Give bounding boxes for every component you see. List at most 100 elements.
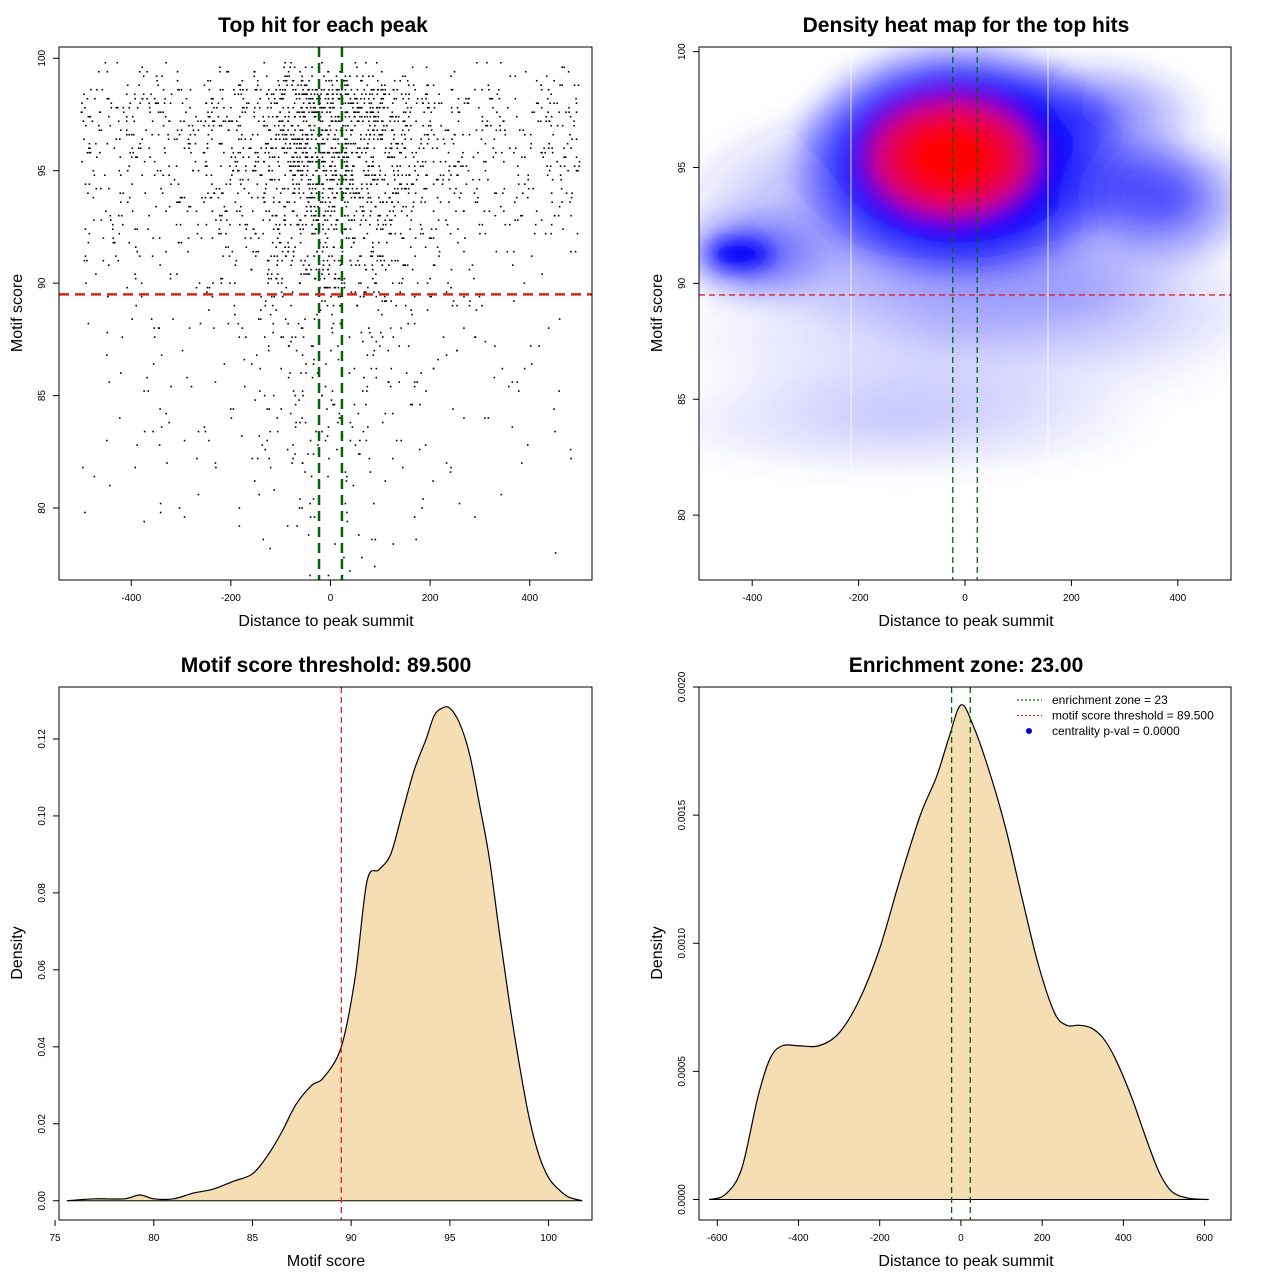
scatter-point (245, 228, 248, 230)
scatter-point (362, 340, 364, 343)
scatter-point (311, 187, 314, 190)
scatter-point (150, 93, 152, 96)
scatter-point (298, 147, 300, 150)
scatter-point (353, 367, 356, 370)
scatter-point (439, 160, 442, 163)
scatter-point (449, 187, 451, 190)
scatter-point (403, 120, 406, 123)
y-tick-label: 85 (677, 393, 688, 405)
scatter-point (330, 210, 333, 212)
scatter-point (252, 250, 255, 253)
scatter-point (305, 223, 307, 226)
scatter-point (577, 169, 579, 172)
scatter-point (168, 421, 170, 424)
scatter-point (258, 390, 261, 392)
scatter-point (375, 120, 377, 123)
scatter-point (340, 106, 342, 109)
scatter-point (285, 138, 288, 141)
scatter-point (404, 156, 407, 158)
scatter-point (373, 502, 375, 505)
scatter-point (146, 97, 148, 100)
scatter-point (374, 178, 376, 181)
scatter-point (398, 381, 401, 383)
scatter-point (327, 268, 329, 271)
scatter-point (308, 264, 310, 266)
x-tick-label: 0 (962, 593, 968, 604)
scatter-point (165, 210, 167, 212)
scatter-point (312, 232, 314, 235)
scatter-point (394, 214, 397, 217)
scatter-point (357, 259, 359, 262)
scatter-point (492, 156, 495, 158)
x-tick-label: -400 (121, 593, 141, 604)
scatter-point (214, 381, 217, 383)
scatter-point (480, 138, 483, 141)
scatter-point (353, 403, 356, 406)
scatter-point (304, 471, 306, 473)
scatter-point (383, 259, 386, 262)
scatter-point (125, 129, 128, 132)
scatter-point (317, 205, 319, 208)
scatter-point (309, 183, 311, 185)
scatter-point (389, 223, 392, 226)
scatter-point (271, 178, 273, 181)
scatter-point (322, 268, 324, 271)
scatter-point (283, 214, 286, 217)
scatter-point (358, 453, 360, 455)
scatter-point (147, 390, 149, 392)
scatter-point (424, 246, 427, 248)
scatter-point (387, 381, 390, 383)
scatter-point (316, 88, 318, 91)
scatter-point (185, 97, 188, 100)
scatter-point (436, 147, 438, 150)
scatter-point (337, 295, 340, 298)
scatter-point (530, 363, 533, 365)
scatter-point (379, 255, 382, 257)
scatter-point (311, 88, 314, 91)
scatter-point (561, 124, 564, 127)
scatter-point (335, 151, 338, 154)
scatter-point (407, 345, 410, 347)
scatter-point (462, 151, 464, 154)
scatter-point (354, 192, 357, 194)
scatter-point (244, 223, 247, 226)
scatter-point (158, 327, 160, 329)
scatter-point (190, 151, 192, 154)
scatter-point (420, 142, 422, 145)
scatter-point (88, 142, 91, 145)
scatter-point (405, 102, 407, 105)
scatter-point (210, 196, 213, 199)
scatter-point (338, 88, 340, 91)
scatter-point (230, 417, 233, 419)
scatter-point (373, 88, 375, 91)
scatter-point (161, 192, 164, 194)
scatter-point (385, 300, 388, 302)
scatter-point (364, 115, 366, 118)
scatter-point (296, 142, 298, 145)
scatter-point (441, 183, 444, 185)
scatter-point (311, 196, 313, 199)
scatter-point (320, 133, 323, 136)
scatter-point (287, 246, 290, 248)
scatter-point (371, 255, 374, 257)
scatter-point (338, 412, 341, 415)
scatter-point (290, 237, 293, 239)
scatter-point (284, 133, 286, 136)
scatter-point (475, 309, 478, 311)
scatter-point (493, 376, 496, 379)
scatter-point (313, 358, 315, 361)
scatter-point (301, 327, 304, 329)
scatter-point (344, 174, 346, 176)
scatter-point (388, 196, 391, 199)
scatter-point (519, 214, 522, 217)
scatter-point (276, 255, 278, 257)
scatter-point (533, 232, 536, 235)
scatter-point (400, 151, 403, 154)
scatter-point (415, 538, 417, 541)
scatter-point (323, 75, 325, 78)
scatter-point (120, 214, 123, 217)
scatter-point (183, 516, 186, 518)
scatter-point (402, 264, 405, 266)
scatter-point (303, 165, 305, 167)
scatter-point (358, 192, 361, 194)
